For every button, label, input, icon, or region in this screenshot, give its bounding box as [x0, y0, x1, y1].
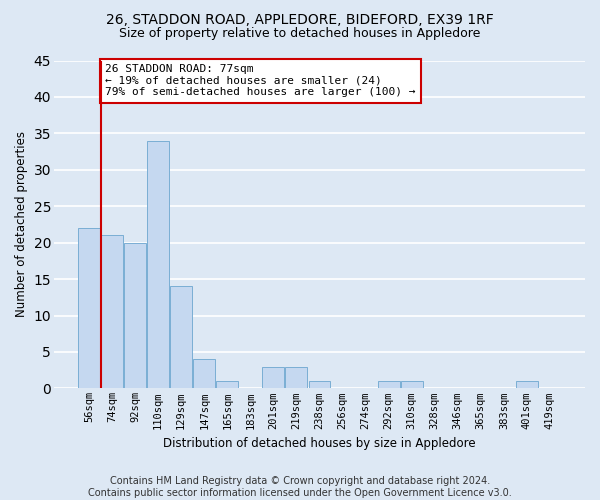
Bar	[124, 242, 146, 388]
Text: Contains HM Land Registry data © Crown copyright and database right 2024.
Contai: Contains HM Land Registry data © Crown c…	[88, 476, 512, 498]
Bar	[78, 228, 100, 388]
Bar	[217, 381, 238, 388]
Text: Size of property relative to detached houses in Appledore: Size of property relative to detached ho…	[119, 28, 481, 40]
Bar	[147, 140, 169, 388]
Bar	[170, 286, 192, 388]
Bar	[308, 381, 331, 388]
Bar	[377, 381, 400, 388]
Text: 26, STADDON ROAD, APPLEDORE, BIDEFORD, EX39 1RF: 26, STADDON ROAD, APPLEDORE, BIDEFORD, E…	[106, 12, 494, 26]
Y-axis label: Number of detached properties: Number of detached properties	[15, 132, 28, 318]
Text: 26 STADDON ROAD: 77sqm
← 19% of detached houses are smaller (24)
79% of semi-det: 26 STADDON ROAD: 77sqm ← 19% of detached…	[105, 64, 416, 98]
Bar	[401, 381, 422, 388]
Bar	[516, 381, 538, 388]
Bar	[286, 366, 307, 388]
Bar	[101, 236, 123, 388]
Bar	[262, 366, 284, 388]
Bar	[193, 359, 215, 388]
X-axis label: Distribution of detached houses by size in Appledore: Distribution of detached houses by size …	[163, 437, 476, 450]
